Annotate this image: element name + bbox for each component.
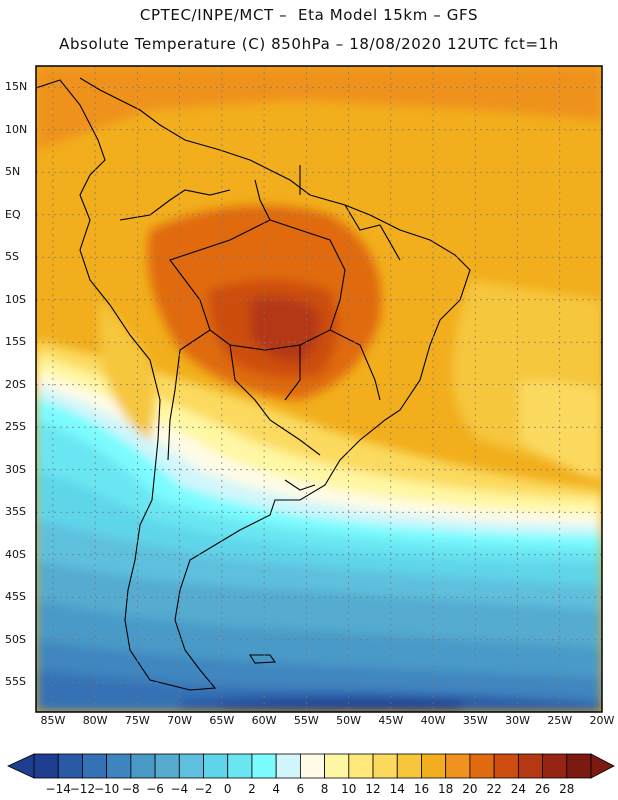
lat-label: 15S (5, 335, 26, 349)
lat-label: 35S (5, 505, 26, 519)
colorbar-label: 24 (510, 782, 526, 796)
lat-label: 30S (5, 462, 26, 476)
colorbar-swatch (324, 753, 350, 779)
colorbar-swatch (396, 753, 422, 779)
lon-label: 60W (251, 714, 277, 727)
colorbar-swatch (130, 753, 156, 779)
lon-label: 30W (505, 714, 530, 727)
colorbar-label: 12 (365, 782, 381, 796)
colorbar-label: −12 (69, 782, 96, 796)
lat-label: 20S (5, 377, 26, 391)
colorbar-label: −6 (146, 782, 164, 796)
colorbar-swatch (33, 753, 59, 779)
colorbar-label: 14 (389, 782, 405, 796)
lat-label: 45S (5, 590, 26, 604)
lat-label: 10S (5, 292, 26, 306)
colorbar-swatch (203, 753, 229, 779)
colorbar-label: 28 (559, 782, 575, 796)
colorbar-label: 8 (320, 782, 329, 796)
colorbar-swatch (517, 753, 543, 779)
colorbar-swatch (348, 753, 374, 779)
colorbar-swatch (469, 753, 495, 779)
colorbar-label: 0 (223, 782, 232, 796)
lon-label: 45W (378, 714, 404, 727)
colorbar-label: −8 (122, 782, 140, 796)
colorbar-label: 20 (462, 782, 478, 796)
colorbar-swatch (542, 753, 568, 779)
temperature-field (36, 66, 602, 712)
colorbar-swatch (421, 753, 447, 779)
lon-label: 85W (40, 714, 66, 727)
colorbar-swatch (106, 753, 132, 779)
lat-label: 55S (5, 675, 26, 689)
lon-label: 40W (420, 714, 446, 727)
lon-label: 55W (293, 714, 319, 727)
colorbar-swatch (299, 753, 326, 779)
coastline (36, 77, 471, 691)
lat-label: 40S (5, 547, 26, 561)
colorbar-swatch (445, 753, 471, 779)
lat-label: 50S (5, 632, 26, 646)
colorbar-label: 22 (486, 782, 502, 796)
lon-label: 65W (209, 714, 235, 727)
colorbar-swatch (493, 753, 519, 779)
colorbar-swatch (57, 753, 83, 779)
title-model: CPTEC/INPE/MCT – Eta Model 15km – GFS (139, 6, 479, 24)
colorbar-min-arrow (7, 753, 35, 779)
lat-label: 5S (5, 250, 19, 264)
colorbar-label: 6 (296, 782, 305, 796)
lon-label: 80W (82, 714, 108, 727)
colorbar-label: 2 (248, 782, 256, 796)
colorbar-label: 18 (438, 782, 454, 796)
colorbar-swatch (251, 753, 277, 779)
lon-label: 35W (462, 714, 488, 727)
title-variable: Absolute Temperature (C) 850hPa – 18/08/… (59, 35, 559, 53)
colorbar-max-arrow (590, 753, 615, 779)
colorbar-swatch (154, 753, 180, 779)
colorbar-swatch (82, 753, 108, 779)
colorbar-label: 16 (413, 782, 430, 796)
colorbar-label: −2 (194, 782, 213, 796)
lon-label: 25W (547, 714, 573, 727)
lat-label: 10N (5, 122, 28, 136)
colorbar-label: 4 (272, 782, 280, 796)
colorbar-swatch (566, 753, 592, 779)
colorbar-label: 10 (341, 782, 357, 796)
colorbar-label: −4 (170, 782, 189, 796)
lat-lon-grid (36, 66, 602, 712)
colorbar-swatch (275, 753, 301, 779)
lat-label: 15N (5, 80, 28, 94)
colorbar-swatch (372, 753, 398, 779)
lat-label: 5N (5, 165, 21, 179)
colorbar-label: −14 (45, 782, 71, 796)
lon-label: 20W (589, 714, 615, 727)
colorbar-swatch (178, 753, 204, 779)
lat-label: 25S (5, 420, 26, 434)
lon-label: 70W (167, 714, 193, 727)
colorbar-label: 26 (534, 782, 551, 796)
map-frame (35, 65, 603, 713)
lat-label: EQ (5, 207, 21, 221)
colorbar-label: −10 (93, 782, 120, 796)
lon-label: 75W (124, 714, 150, 727)
lon-label: 50W (336, 714, 361, 727)
colorbar-swatch (227, 753, 253, 779)
